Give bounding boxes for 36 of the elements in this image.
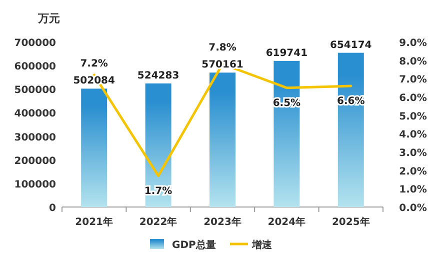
- y-tick-label: 100000: [14, 179, 56, 190]
- y-tick-label: 300000: [14, 132, 56, 144]
- y2-tick-label: 8.0%: [399, 56, 427, 68]
- y2-tick-label: 4.0%: [399, 130, 427, 141]
- y2-tick-label: 1.0%: [399, 184, 427, 196]
- legend-label: GDP总量: [172, 239, 216, 251]
- x-tick-label: 2021年: [75, 216, 114, 228]
- data-label: 7.8%: [208, 42, 236, 54]
- y-tick-label: 400000: [14, 108, 56, 120]
- y-tick-label: 700000: [14, 38, 56, 49]
- y2-tick-label: 6.0%: [399, 93, 427, 104]
- data-label: 619741: [266, 48, 308, 59]
- y-axis-title: 万元: [37, 12, 60, 25]
- bar: [274, 60, 300, 207]
- x-tick-label: 2023年: [204, 216, 242, 228]
- y2-tick-label: 5.0%: [399, 111, 427, 122]
- data-label: 654174: [330, 40, 372, 51]
- bar: [81, 88, 108, 207]
- y-tick-label: 600000: [14, 62, 56, 73]
- bar: [210, 72, 236, 207]
- y-tick-label: 0: [49, 203, 56, 214]
- data-label: 7.2%: [80, 58, 108, 70]
- y2-tick-label: 2.0%: [399, 166, 427, 178]
- y-tick-label: 500000: [14, 85, 56, 96]
- legend-label: 增速: [251, 239, 273, 251]
- x-tick-label: 2025年: [332, 216, 370, 228]
- y-tick-label: 200000: [14, 156, 56, 167]
- data-label: 1.7%: [144, 186, 172, 197]
- y2-tick-label: 9.0%: [399, 38, 427, 49]
- x-tick-label: 2024年: [268, 216, 306, 228]
- bar: [338, 52, 364, 207]
- y2-tick-label: 7.0%: [399, 74, 427, 86]
- x-tick-label: 2022年: [139, 216, 178, 228]
- y2-tick-label: 0.0%: [399, 203, 427, 214]
- y2-tick-label: 3.0%: [399, 148, 427, 159]
- data-label: 524283: [137, 70, 180, 82]
